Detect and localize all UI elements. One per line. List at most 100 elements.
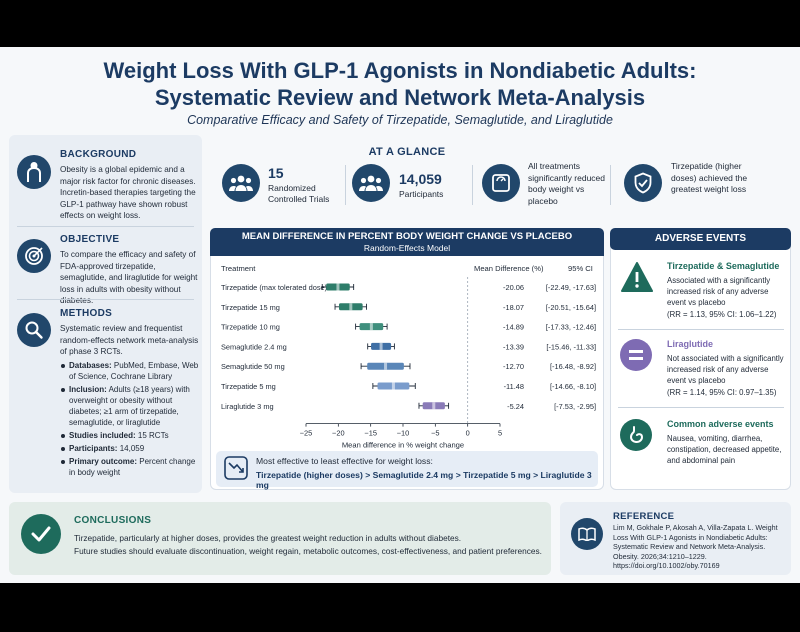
forest-panel [210,228,604,490]
methods-bullet: Primary outcome: Percent change in body … [60,456,200,478]
methods-list: Databases: PubMed, Embase, Web of Scienc… [60,360,200,480]
background-text: Obesity is a global epidemic and a major… [60,165,196,221]
x-tick-label: −5 [431,429,439,438]
summary-label: Most effective to least effective for we… [256,456,433,466]
x-tick-label: −15 [364,429,377,438]
divider [17,299,194,300]
row-treatment-label: Tirzepatide 15 mg [221,303,280,312]
point-estimate-marker [391,382,395,390]
row-mean-difference: -18.07 [503,303,524,312]
point-estimate-marker [432,402,436,410]
shield-check-icon [624,164,662,202]
ae-text-liraglutide: Not associated with a significantly incr… [667,354,784,385]
row-ci-text: [-15.46, -11.33] [546,342,596,351]
row-treatment-label: Liraglutide 3 mg [221,402,274,411]
conclusions-line1: Tirzepatide, particularly at higher dose… [74,533,462,543]
row-ci-text: [-17.33, -12.46] [546,323,596,332]
glance-label-tirzepatide: Tirzepatide (higher doses) achieved the … [671,161,748,194]
row-ci-text: [-16.48, -8.92] [550,362,596,371]
row-mean-difference: -13.39 [503,342,524,351]
forest-title: MEAN DIFFERENCE IN PERCENT BODY WEIGHT C… [241,231,573,242]
row-treatment-label: Semaglutide 50 mg [221,362,285,371]
reference-text: Lim M, Gokhale P, Akosah A, Villa-Zapata… [613,523,778,571]
page-subtitle: Comparative Efficacy and Safety of Tirze… [187,113,613,127]
book-icon [571,518,603,550]
stomach-icon [620,419,652,451]
glance-label-trials: Randomized Controlled Trials [268,183,330,204]
point-estimate-marker [369,323,373,331]
col-treatment: Treatment [221,264,256,273]
target-icon [17,239,51,273]
conclusions-panel [9,502,551,575]
row-mean-difference: -12.70 [503,362,524,371]
col-ci: 95% CI [568,264,593,273]
row-ci-text: [-22.49, -17.63] [546,283,596,292]
divider [472,165,473,205]
summary-box: Most effective to least effective for we… [216,451,598,490]
ae-title-common: Common adverse events [667,419,774,429]
point-estimate-marker [384,362,388,370]
x-tick-label: −25 [300,429,313,438]
row-mean-difference: -20.06 [503,283,524,292]
forest-subtitle: Random-Effects Model [363,243,451,253]
divider [17,226,194,227]
page-title: Weight Loss With GLP-1 Agonists in Nondi… [103,58,697,110]
ae-title-tirz-sema: Tirzepatide & Semaglutide [667,261,780,271]
participants-icon [352,164,390,202]
ae-stat-liraglutide: (RR = 1.14, 95% CI: 0.97–1.35) [667,388,777,397]
conclusions-heading: CONCLUSIONS [74,515,152,526]
row-ci-text: [-20.51, -15.64] [546,303,596,312]
objective-text: To compare the efficacy and safety of FD… [60,250,198,306]
row-mean-difference: -11.48 [504,382,524,391]
trend-down-icon [224,456,248,480]
divider [610,165,611,205]
row-treatment-label: Tirzepatide 10 mg [221,323,280,332]
methods-text: Systematic review and frequentist random… [60,324,199,357]
ae-text-common: Nausea, vomiting, diarrhea, constipation… [667,434,782,465]
infographic-page: Weight Loss With GLP-1 Agonists in Nondi… [0,47,800,583]
adverse-heading: ADVERSE EVENTS [610,228,791,250]
ae-title-liraglutide: Liraglutide [667,339,714,349]
x-tick-label: 5 [498,429,502,438]
row-mean-difference: -14.89 [503,323,524,332]
row-ci-text: [-7.53, -2.95] [554,402,596,411]
checkmark-icon [21,514,61,554]
glance-value-participants: 14,059 [399,171,442,187]
scale-icon [482,164,520,202]
x-tick-label: −20 [332,429,345,438]
ae-stat-tirz-sema: (RR = 1.13, 95% CI: 1.06–1.22) [667,310,777,319]
glance-value-trials: 15 [268,165,284,181]
reference-heading: REFERENCE [613,511,675,522]
x-tick-label: −10 [397,429,410,438]
point-estimate-marker [349,303,353,311]
row-treatment-label: Semaglutide 2.4 mg [221,342,287,351]
forest-plot: Tirzepatide (max tolerated dose) -20.06 [-… [221,277,596,450]
methods-bullet: Databases: PubMed, Embase, Web of Scienc… [60,360,200,382]
x-tick-label: 0 [466,429,470,438]
point-estimate-marker [379,342,383,350]
person-icon [17,155,51,189]
summary-ranking: Tirzepatide (higher doses) > Semaglutide… [256,470,592,490]
col-mean-difference: Mean Difference (%) [474,264,544,273]
glance-heading: AT A GLANCE [368,146,446,158]
row-treatment-label: Tirzepatide (max tolerated dose) [221,283,327,292]
background-heading: BACKGROUND [60,149,137,160]
methods-heading: METHODS [60,308,113,319]
objective-heading: OBJECTIVE [60,234,120,245]
magnifier-icon [17,313,51,347]
row-ci-text: [-14.66, -8.10] [550,382,596,391]
glance-label-participants: Participants [399,189,444,199]
divider [618,329,784,330]
divider [345,165,346,205]
methods-bullet: Inclusion: Adults (≥18 years) with overw… [60,384,200,428]
row-treatment-label: Tirzepatide 5 mg [221,382,276,391]
left-info-panel: BACKGROUND Obesity is a global epidemic … [9,135,202,493]
row-mean-difference: -5.24 [507,402,524,411]
divider [618,407,784,408]
equal-icon [620,339,652,371]
methods-bullet: Studies included: 15 RCTs [60,430,200,441]
point-estimate-marker [336,283,340,291]
group-icon [222,164,260,202]
conclusions-line2: Future studies should evaluate discontin… [74,546,542,556]
warning-icon [620,261,654,293]
